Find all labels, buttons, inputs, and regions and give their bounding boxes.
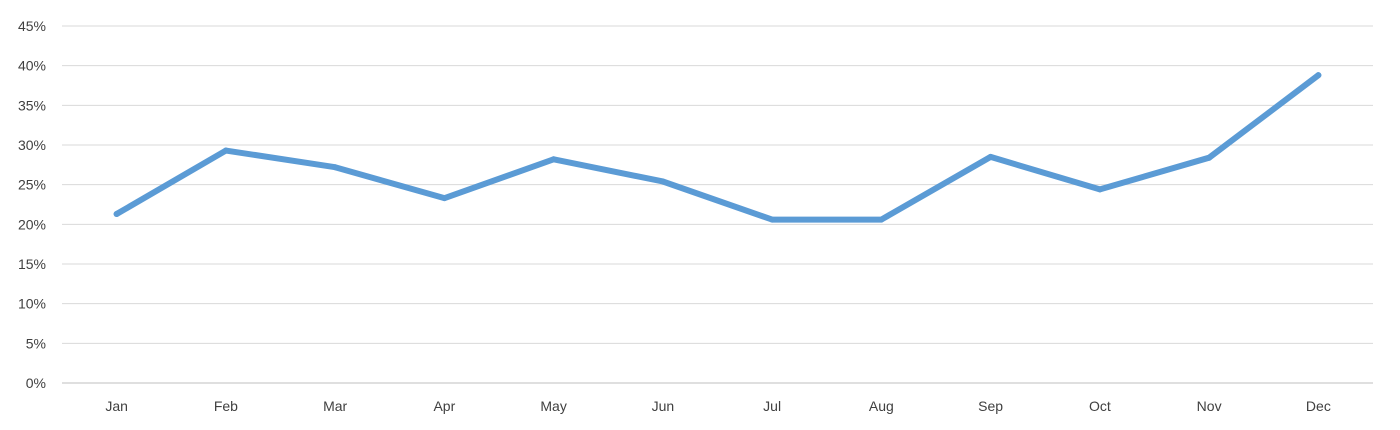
x-tick-label: Oct <box>1089 398 1111 414</box>
y-axis-tick-labels: 0% 5% 10% 15% 20% 25% 30% 35% 40% 45% <box>18 18 46 391</box>
x-tick-label: Feb <box>214 398 238 414</box>
y-tick-label: 10% <box>18 296 46 312</box>
data-point <box>987 153 994 160</box>
x-tick-label: Sep <box>978 398 1003 414</box>
x-tick-label: May <box>540 398 566 414</box>
data-point <box>659 178 666 185</box>
data-point <box>113 211 120 218</box>
x-tick-label: Aug <box>869 398 894 414</box>
data-point <box>441 195 448 202</box>
y-tick-label: 40% <box>18 58 46 74</box>
data-point <box>878 216 885 223</box>
x-tick-label: Jan <box>105 398 128 414</box>
x-axis-tick-labels: Jan Feb Mar Apr May Jun Jul Aug Sep Oct Nov Dec <box>105 398 1330 414</box>
y-tick-label: 0% <box>26 375 46 391</box>
x-tick-label: Dec <box>1306 398 1331 414</box>
data-point <box>769 216 776 223</box>
x-tick-label: Jun <box>652 398 675 414</box>
data-point <box>332 164 339 171</box>
y-tick-label: 20% <box>18 216 46 232</box>
series-line <box>113 72 1322 223</box>
gridlines <box>62 25 1373 384</box>
x-tick-label: Nov <box>1197 398 1222 414</box>
y-tick-label: 35% <box>18 97 46 113</box>
y-tick-label: 15% <box>18 256 46 272</box>
y-tick-label: 45% <box>18 18 46 34</box>
series-group <box>113 72 1322 223</box>
data-point <box>1096 186 1103 193</box>
x-tick-label: Jul <box>763 398 781 414</box>
data-point <box>1206 154 1213 161</box>
data-point <box>1315 72 1322 79</box>
data-point <box>550 156 557 163</box>
y-tick-label: 30% <box>18 137 46 153</box>
x-tick-label: Apr <box>433 398 455 414</box>
x-tick-label: Mar <box>323 398 347 414</box>
y-tick-label: 5% <box>26 335 46 351</box>
y-tick-label: 25% <box>18 177 46 193</box>
data-point <box>222 147 229 154</box>
